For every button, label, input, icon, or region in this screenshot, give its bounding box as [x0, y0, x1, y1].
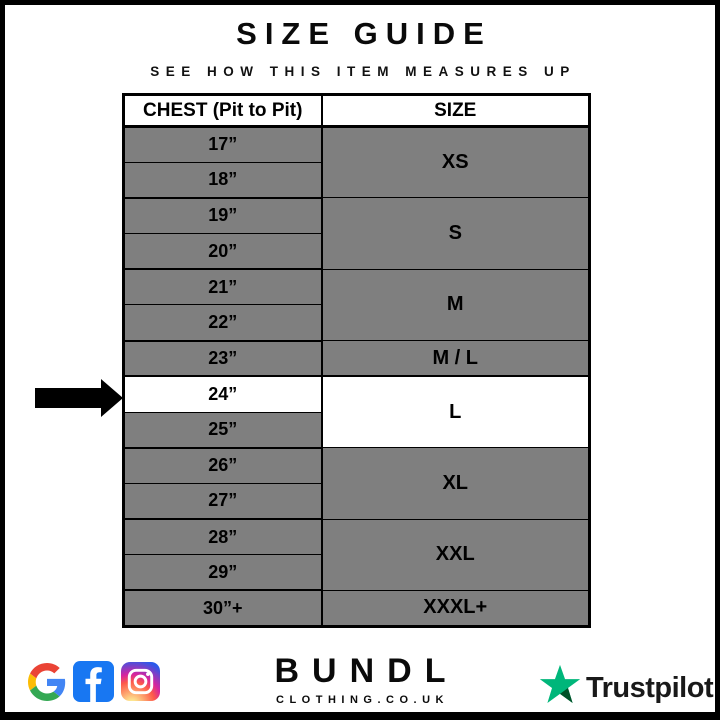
page-subtitle: SEE HOW THIS ITEM MEASURES UP — [150, 64, 576, 79]
table-row: 30”+ XXXL+ — [123, 590, 590, 628]
size-cell: M — [321, 269, 590, 342]
table-header-chest: CHEST (Pit to Pit) — [123, 94, 323, 128]
chest-cell: 22” — [123, 304, 323, 342]
table-header-row: CHEST (Pit to Pit) SIZE — [123, 94, 590, 128]
google-icon — [28, 662, 66, 701]
table-row: 21” M — [123, 269, 590, 342]
chest-cell: 25” — [123, 412, 323, 449]
brand-name: BUNDL — [274, 652, 459, 690]
table-row: 26” XL — [123, 447, 590, 520]
chest-cell: 17” — [123, 126, 323, 163]
table-row: 29” — [123, 554, 590, 592]
page-title: SIZE GUIDE — [236, 16, 492, 51]
social-icons — [28, 661, 160, 702]
chest-cell: 18” — [123, 162, 323, 199]
table-row: 25” — [123, 412, 590, 449]
size-cell-highlighted: L — [321, 376, 590, 449]
trustpilot-wordmark: Trustpilot — [586, 671, 714, 704]
table-row: 19” S — [123, 197, 590, 270]
instagram-icon — [121, 662, 160, 701]
size-cell: XXL — [321, 519, 590, 591]
chest-cell: 30”+ — [123, 590, 323, 628]
brand-domain: CLOTHING.CO.UK — [276, 694, 449, 706]
table-row: 18” — [123, 162, 590, 199]
table-row: 28” XXL — [123, 519, 590, 591]
trustpilot-logo: Trustpilot — [539, 664, 714, 706]
size-guide-table: CHEST (Pit to Pit) SIZE 17” XS 18” 19” S… — [122, 93, 591, 628]
size-cell: M / L — [321, 340, 590, 378]
size-cell: XS — [321, 126, 590, 199]
table-row: 22” — [123, 304, 590, 342]
chest-cell: 19” — [123, 197, 323, 235]
chest-cell: 26” — [123, 447, 323, 484]
size-cell: XL — [321, 447, 590, 520]
chest-cell: 29” — [123, 554, 323, 592]
chest-cell: 28” — [123, 519, 323, 556]
page-header: SIZE GUIDE SEE HOW THIS ITEM MEASURES UP — [5, 5, 715, 79]
size-cell: XXXL+ — [321, 590, 590, 628]
table-row: 27” — [123, 483, 590, 521]
table-row: 20” — [123, 233, 590, 271]
chest-cell: 21” — [123, 269, 323, 306]
trustpilot-star-icon — [539, 664, 581, 704]
chest-cell: 20” — [123, 233, 323, 271]
brand-logo: BUNDL CLOTHING.CO.UK — [262, 652, 459, 706]
table-row: 23” M / L — [123, 340, 590, 378]
chest-cell: 23” — [123, 340, 323, 378]
table-row-highlighted: 24” L — [123, 376, 590, 449]
chest-cell-highlighted: 24” — [123, 376, 323, 413]
facebook-icon — [73, 661, 114, 702]
table-row: 17” XS — [123, 126, 590, 199]
table-header-size: SIZE — [321, 94, 590, 128]
chest-cell: 27” — [123, 483, 323, 521]
row-highlight-arrow-icon — [35, 379, 123, 417]
size-cell: S — [321, 197, 590, 270]
